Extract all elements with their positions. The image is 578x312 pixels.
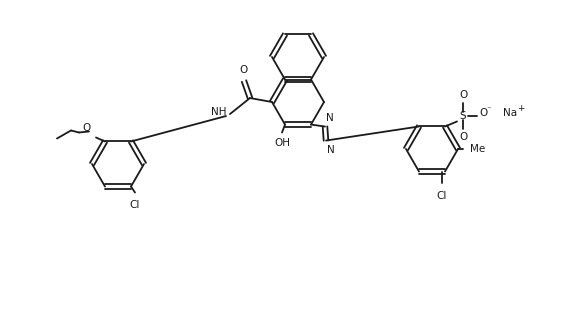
Text: Me: Me [470,144,486,154]
Text: S: S [460,111,466,121]
Text: ⁻: ⁻ [486,105,491,114]
Text: O: O [459,133,467,143]
Text: O: O [239,65,247,75]
Text: N: N [326,113,334,123]
Text: O: O [459,90,467,100]
Text: +: + [517,104,524,113]
Text: NH: NH [212,107,227,117]
Text: OH: OH [274,138,290,148]
Text: O: O [83,124,91,134]
Text: Cl: Cl [437,191,447,201]
Text: Na: Na [503,109,517,119]
Text: N: N [327,144,335,154]
Text: O: O [479,109,487,119]
Text: Cl: Cl [130,199,140,210]
